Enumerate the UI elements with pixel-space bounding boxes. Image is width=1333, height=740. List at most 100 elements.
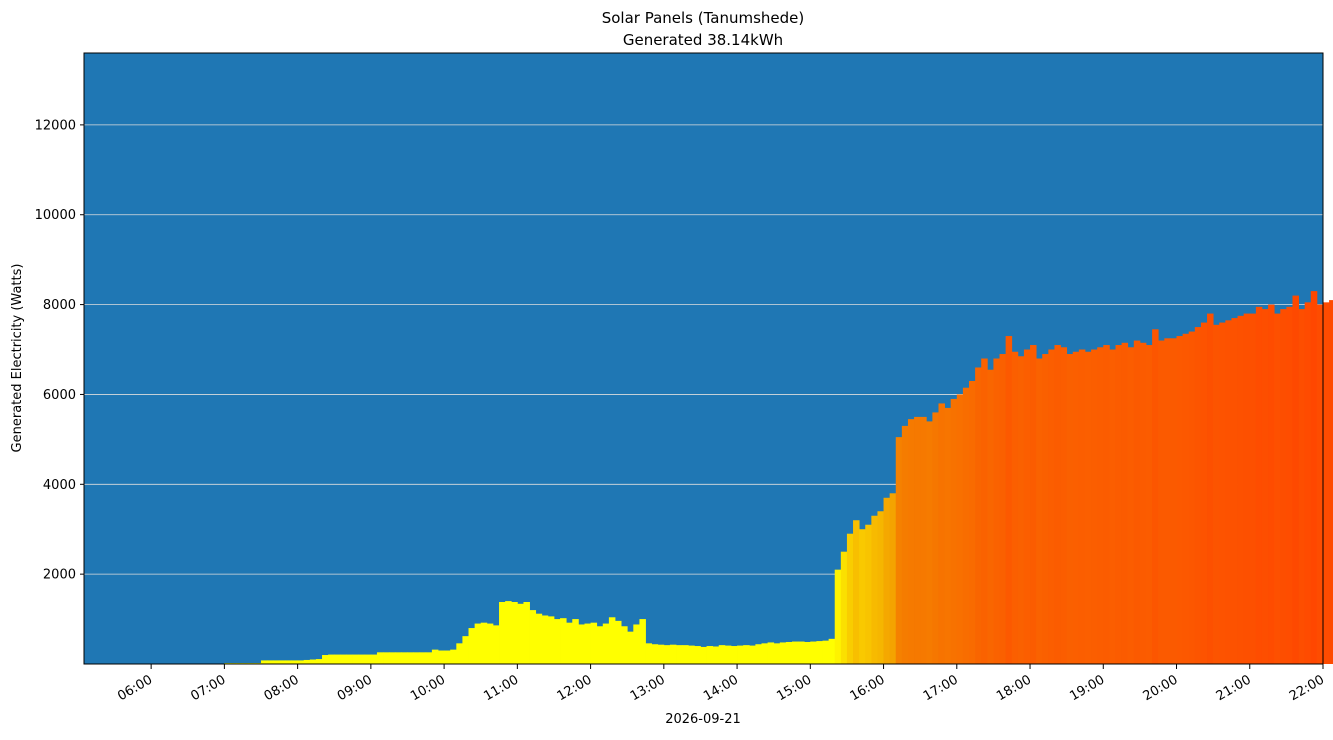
bar: [1261, 309, 1269, 664]
bar: [938, 403, 945, 664]
bar: [865, 524, 872, 664]
bar: [547, 616, 555, 664]
bar: [798, 641, 805, 664]
bar: [566, 622, 573, 664]
bar: [334, 654, 341, 664]
bar: [639, 619, 646, 664]
bar: [1182, 333, 1190, 664]
x-tick-label: 08:00: [262, 672, 302, 704]
bar: [486, 623, 494, 664]
bar: [962, 387, 970, 664]
bar: [682, 645, 689, 664]
bar: [529, 610, 537, 664]
bar: [773, 643, 781, 664]
x-tick-label: 20:00: [1141, 672, 1181, 704]
x-tick-label: 15:00: [774, 672, 814, 704]
x-tick-label: 06:00: [115, 672, 155, 704]
bar: [1170, 338, 1177, 664]
bar: [816, 641, 823, 664]
gridlines: [84, 124, 1323, 575]
bar: [413, 652, 421, 664]
bar: [407, 652, 414, 664]
bar: [785, 641, 793, 664]
bar: [853, 520, 860, 664]
bar: [859, 529, 866, 664]
bar: [877, 511, 884, 664]
bar: [560, 618, 567, 664]
bar: [505, 601, 512, 664]
bar: [1200, 322, 1208, 664]
bar: [1042, 354, 1049, 664]
bar: [1231, 318, 1238, 664]
bar: [969, 380, 976, 664]
bar: [1146, 345, 1153, 664]
bar: [462, 636, 469, 664]
bar: [737, 645, 744, 664]
bar: [1304, 302, 1312, 664]
bar: [511, 602, 518, 664]
bar: [700, 646, 707, 664]
bar: [596, 626, 604, 664]
bar: [1060, 347, 1068, 664]
bar: [950, 398, 958, 664]
bar: [1280, 309, 1287, 664]
bar: [1036, 358, 1043, 664]
bar: [1152, 329, 1159, 664]
bar: [1237, 315, 1245, 664]
bar: [712, 646, 720, 664]
bar: [1213, 324, 1220, 664]
x-tick-label: 09:00: [335, 672, 375, 704]
y-tick-label: 12000: [35, 118, 76, 133]
bar: [267, 660, 274, 664]
x-tick-label: 22:00: [1287, 672, 1327, 704]
chart-title: Solar Panels (Tanumshede): [602, 9, 805, 27]
bar: [1298, 309, 1306, 664]
bar: [1329, 300, 1333, 664]
bars: [224, 291, 1333, 664]
bar: [914, 416, 921, 664]
bar: [395, 652, 402, 664]
bar: [322, 655, 329, 664]
bar: [767, 642, 775, 664]
bar: [541, 615, 549, 664]
bar: [401, 652, 408, 664]
y-tick-label: 10000: [35, 208, 76, 223]
bar: [1127, 347, 1135, 664]
x-tick-label: 07:00: [188, 672, 228, 704]
bar: [1176, 336, 1184, 664]
bar: [358, 654, 366, 664]
bar: [901, 425, 909, 664]
bar: [926, 421, 933, 664]
bar: [376, 652, 384, 664]
bar: [492, 625, 500, 664]
bar: [663, 645, 671, 664]
bar: [480, 622, 488, 664]
bar: [291, 660, 299, 664]
bar: [261, 660, 268, 664]
bar: [1286, 306, 1293, 664]
bar: [1207, 313, 1214, 664]
x-tick-label: 10:00: [408, 672, 448, 704]
bar: [944, 407, 952, 664]
bar: [779, 642, 787, 664]
bar: [792, 641, 799, 664]
x-axis: 06:00 07:00 08:00 09:00 10:00 11:00 12:00 13:00…: [115, 664, 1327, 704]
y-tick-label: 8000: [43, 298, 76, 313]
bar: [718, 645, 726, 664]
bar: [932, 412, 939, 664]
bar: [364, 654, 372, 664]
bar: [730, 646, 738, 664]
bar: [499, 602, 506, 664]
bar: [1121, 342, 1129, 664]
bar: [993, 358, 1000, 664]
bar: [608, 617, 616, 664]
bar: [724, 645, 732, 664]
bar: [456, 643, 463, 664]
bar: [895, 437, 903, 664]
bar: [822, 640, 830, 664]
x-tick-label: 16:00: [848, 672, 888, 704]
bar: [572, 619, 579, 664]
bar: [438, 650, 445, 664]
bar: [694, 646, 701, 664]
bar: [328, 654, 335, 664]
